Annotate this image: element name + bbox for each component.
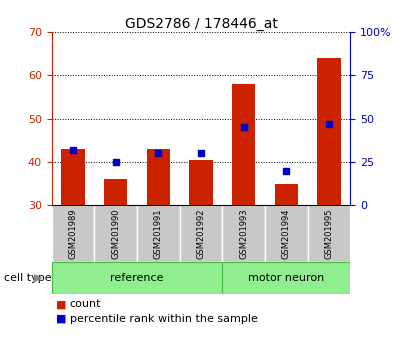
Text: ■: ■ bbox=[56, 299, 66, 309]
Bar bbox=[137, 205, 179, 262]
Bar bbox=[146, 149, 170, 205]
Text: count: count bbox=[70, 299, 101, 309]
Bar bbox=[189, 160, 213, 205]
Point bbox=[155, 150, 162, 156]
Bar bbox=[232, 84, 256, 205]
Bar bbox=[179, 205, 222, 262]
Text: reference: reference bbox=[110, 273, 164, 283]
Bar bbox=[94, 205, 137, 262]
Text: ▶: ▶ bbox=[33, 273, 42, 283]
Bar bbox=[61, 149, 85, 205]
Text: percentile rank within the sample: percentile rank within the sample bbox=[70, 314, 258, 324]
Text: GSM201990: GSM201990 bbox=[111, 209, 120, 259]
Text: GSM201995: GSM201995 bbox=[324, 209, 334, 259]
Point bbox=[326, 121, 332, 127]
Bar bbox=[52, 262, 222, 294]
Text: cell type: cell type bbox=[4, 273, 52, 283]
Bar bbox=[317, 58, 341, 205]
Title: GDS2786 / 178446_at: GDS2786 / 178446_at bbox=[125, 17, 277, 31]
Text: GSM201991: GSM201991 bbox=[154, 209, 163, 259]
Text: GSM201993: GSM201993 bbox=[239, 208, 248, 259]
Text: ■: ■ bbox=[56, 314, 66, 324]
Bar bbox=[52, 205, 94, 262]
Text: GSM201994: GSM201994 bbox=[282, 209, 291, 259]
Bar bbox=[104, 179, 127, 205]
Point bbox=[113, 159, 119, 165]
Bar bbox=[275, 184, 298, 205]
Bar bbox=[222, 205, 265, 262]
Text: GSM201989: GSM201989 bbox=[68, 208, 78, 259]
Bar bbox=[222, 262, 350, 294]
Text: GSM201992: GSM201992 bbox=[197, 209, 205, 259]
Bar bbox=[308, 205, 350, 262]
Bar bbox=[265, 205, 308, 262]
Point bbox=[240, 124, 247, 130]
Text: motor neuron: motor neuron bbox=[248, 273, 324, 283]
Point bbox=[283, 168, 289, 173]
Point bbox=[70, 147, 76, 153]
Point bbox=[198, 150, 204, 156]
